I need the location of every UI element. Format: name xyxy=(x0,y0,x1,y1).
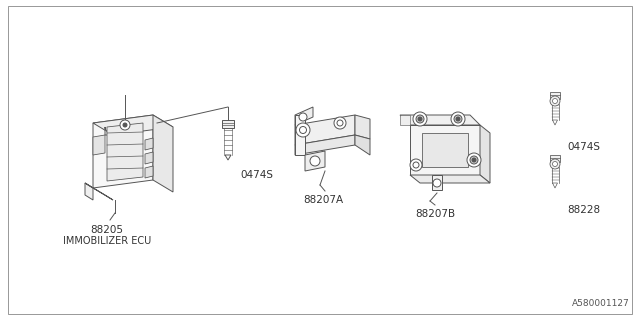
Polygon shape xyxy=(400,115,480,125)
Polygon shape xyxy=(432,175,442,190)
Text: 88205: 88205 xyxy=(90,225,124,235)
Polygon shape xyxy=(85,183,93,200)
Polygon shape xyxy=(295,107,313,125)
Circle shape xyxy=(470,156,478,164)
Circle shape xyxy=(120,120,130,130)
Circle shape xyxy=(310,156,320,166)
Circle shape xyxy=(413,112,427,126)
Circle shape xyxy=(334,117,346,129)
Circle shape xyxy=(454,115,462,123)
Text: 88207A: 88207A xyxy=(303,195,343,205)
Polygon shape xyxy=(93,135,105,155)
Polygon shape xyxy=(552,183,557,188)
Polygon shape xyxy=(400,115,410,125)
Polygon shape xyxy=(222,120,234,128)
Polygon shape xyxy=(480,125,490,183)
Circle shape xyxy=(300,126,307,133)
Text: 0474S: 0474S xyxy=(240,170,273,180)
Circle shape xyxy=(472,158,476,162)
Polygon shape xyxy=(93,115,173,135)
Polygon shape xyxy=(295,115,305,155)
Circle shape xyxy=(550,159,560,169)
Polygon shape xyxy=(550,92,560,99)
Text: 0474S: 0474S xyxy=(567,142,600,152)
Polygon shape xyxy=(107,123,143,181)
Text: 88207B: 88207B xyxy=(415,209,455,219)
Text: IMMOBILIZER ECU: IMMOBILIZER ECU xyxy=(63,236,151,246)
Circle shape xyxy=(416,115,424,123)
Polygon shape xyxy=(225,155,231,160)
Polygon shape xyxy=(355,135,370,155)
Polygon shape xyxy=(410,175,490,183)
Circle shape xyxy=(299,113,307,121)
Polygon shape xyxy=(552,120,557,125)
Polygon shape xyxy=(355,115,370,139)
Circle shape xyxy=(123,123,127,127)
Circle shape xyxy=(413,162,419,168)
Polygon shape xyxy=(422,133,468,167)
Circle shape xyxy=(418,117,422,121)
Text: 88228: 88228 xyxy=(567,205,600,215)
Polygon shape xyxy=(295,115,355,145)
Polygon shape xyxy=(410,125,480,175)
Polygon shape xyxy=(305,151,325,171)
Circle shape xyxy=(550,96,560,106)
Polygon shape xyxy=(85,183,113,200)
Polygon shape xyxy=(105,127,141,137)
Circle shape xyxy=(296,123,310,137)
Circle shape xyxy=(552,99,557,103)
Circle shape xyxy=(456,117,460,121)
Circle shape xyxy=(552,162,557,166)
Circle shape xyxy=(337,120,343,126)
Circle shape xyxy=(410,159,422,171)
Polygon shape xyxy=(550,155,560,162)
Circle shape xyxy=(433,179,441,187)
Polygon shape xyxy=(145,166,153,178)
Polygon shape xyxy=(93,115,153,188)
Polygon shape xyxy=(153,115,173,192)
Polygon shape xyxy=(145,138,153,150)
Polygon shape xyxy=(145,152,153,164)
Circle shape xyxy=(467,153,481,167)
Text: A580001127: A580001127 xyxy=(572,299,630,308)
Polygon shape xyxy=(295,135,355,155)
Circle shape xyxy=(451,112,465,126)
